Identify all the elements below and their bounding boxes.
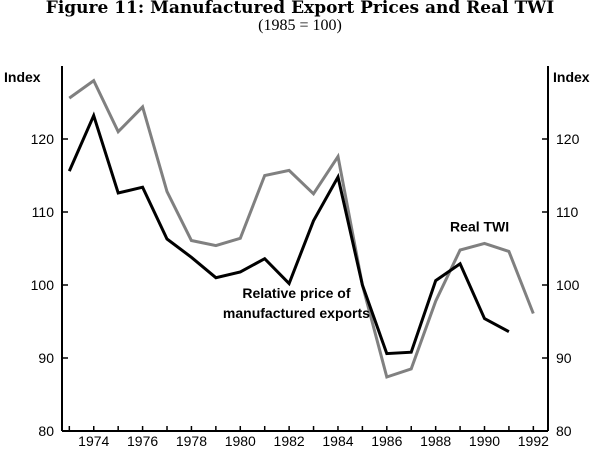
y-tick-label-left: 120 (31, 131, 55, 147)
y-tick-label-left: 110 (32, 204, 55, 220)
y-tick-label-left: 80 (38, 423, 54, 439)
y-axis-label-left: Index (4, 69, 41, 85)
annotation-relative-price-line2: manufactured exports (223, 305, 370, 321)
x-tick-label: 1984 (322, 433, 353, 449)
y-tick-label-left: 90 (38, 350, 54, 366)
x-tick-label: 1986 (371, 433, 402, 449)
x-tick-label: 1978 (176, 433, 207, 449)
x-tick-label: 1974 (78, 433, 109, 449)
annotation-real-twi: Real TWI (450, 219, 509, 235)
x-tick-label: 1990 (469, 433, 500, 449)
series-line-real-twi (68, 78, 535, 379)
x-tick-label: 1992 (518, 433, 549, 449)
chart-subtitle: (1985 = 100) (258, 17, 342, 34)
x-tick-label: 1988 (420, 433, 451, 449)
y-axis-label-right: Index (553, 69, 590, 85)
y-tick-label-right: 120 (556, 131, 580, 147)
series-line-relative-price (67, 111, 510, 356)
x-tick-label: 1980 (225, 433, 256, 449)
y-tick-label-right: 110 (556, 204, 579, 220)
y-tick-label-right: 90 (556, 350, 572, 366)
y-tick-label-right: 80 (556, 423, 572, 439)
y-tick-label-left: 100 (31, 277, 55, 293)
x-tick-label: 1976 (127, 433, 158, 449)
y-tick-label-right: 100 (556, 277, 580, 293)
x-tick-label: 1982 (274, 433, 305, 449)
chart-title: Figure 11: Manufactured Export Prices an… (45, 0, 555, 18)
annotation-relative-price-line1: Relative price of (242, 285, 350, 301)
